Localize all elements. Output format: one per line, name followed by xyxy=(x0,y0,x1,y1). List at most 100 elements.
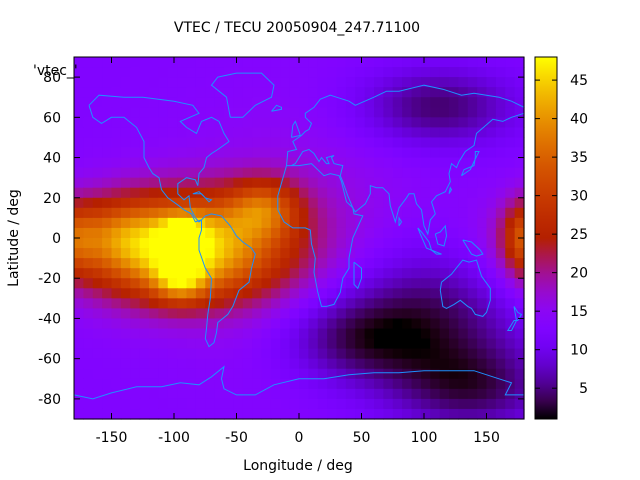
heatmap-cell xyxy=(270,147,281,159)
heatmap-cell xyxy=(139,308,150,320)
heatmap-cell xyxy=(336,338,347,350)
heatmap-cell xyxy=(120,328,131,340)
heatmap-cell xyxy=(439,207,450,219)
heatmap-cell xyxy=(92,348,103,360)
heatmap-cell xyxy=(195,217,206,229)
heatmap-cell xyxy=(364,187,375,199)
heatmap-cell xyxy=(130,378,141,390)
heatmap-cell xyxy=(364,217,375,229)
heatmap-cell xyxy=(477,227,488,239)
heatmap-cell xyxy=(449,57,459,68)
heatmap-cell xyxy=(514,338,525,350)
heatmap-cell xyxy=(430,77,441,88)
heatmap-cell xyxy=(477,217,488,229)
heatmap-cell xyxy=(392,147,403,159)
heatmap-cell xyxy=(261,268,272,279)
heatmap-cell xyxy=(327,157,338,169)
heatmap-cell xyxy=(327,358,338,370)
heatmap-cell xyxy=(374,217,384,229)
heatmap-cell xyxy=(261,368,272,380)
heatmap-cell xyxy=(439,107,450,118)
heatmap-cell xyxy=(233,137,244,149)
heatmap-cell xyxy=(402,197,413,209)
heatmap-cell xyxy=(233,248,244,259)
heatmap-cell xyxy=(477,318,488,330)
heatmap-cell xyxy=(383,278,394,289)
heatmap-cell xyxy=(92,177,103,189)
coastline xyxy=(462,239,484,257)
heatmap-cell xyxy=(120,137,131,149)
x-tick-label: -150 xyxy=(96,430,128,446)
heatmap-cell xyxy=(495,157,506,169)
heatmap-cell xyxy=(233,217,244,229)
heatmap-cell xyxy=(195,318,206,330)
heatmap-cell xyxy=(280,67,291,78)
coastline xyxy=(431,249,442,255)
heatmap-cell xyxy=(317,187,328,199)
heatmap-cell xyxy=(186,358,197,370)
heatmap-cell xyxy=(392,388,403,400)
heatmap-cell xyxy=(355,197,366,209)
heatmap-cell xyxy=(308,368,319,380)
heatmap-cell xyxy=(158,127,169,139)
heatmap-cell xyxy=(383,87,394,98)
heatmap-cell xyxy=(467,197,478,209)
heatmap-cell xyxy=(158,217,169,229)
heatmap-cell xyxy=(477,147,488,159)
heatmap-cell xyxy=(130,388,141,400)
heatmap-cell xyxy=(449,358,459,370)
heatmap-cell xyxy=(242,308,253,320)
heatmap-cell xyxy=(233,167,244,179)
heatmap-cell xyxy=(120,147,131,159)
heatmap-cell xyxy=(514,328,525,340)
heatmap-cell xyxy=(83,117,94,128)
heatmap-cell xyxy=(383,137,394,149)
heatmap-cell xyxy=(195,248,206,259)
heatmap-cell xyxy=(374,177,384,189)
heatmap-cell xyxy=(252,258,263,269)
heatmap-cell xyxy=(167,318,178,330)
heatmap-cell xyxy=(420,97,431,108)
heatmap-cell xyxy=(411,388,422,400)
heatmap-cell xyxy=(420,408,431,420)
heatmap-cell xyxy=(195,388,206,400)
heatmap-cell xyxy=(449,187,459,199)
heatmap-cell xyxy=(214,368,225,380)
heatmap-cell xyxy=(345,348,356,360)
heatmap-cell xyxy=(392,348,403,360)
heatmap-cell xyxy=(158,268,169,279)
heatmap-cell xyxy=(149,378,159,390)
heatmap-cell xyxy=(308,348,319,360)
heatmap-cell xyxy=(420,318,431,330)
heatmap-cell xyxy=(430,197,441,209)
heatmap-cell xyxy=(486,388,497,400)
heatmap-cell xyxy=(439,408,450,420)
heatmap-cell xyxy=(477,338,488,350)
heatmap-cell xyxy=(327,57,338,68)
heatmap-cell xyxy=(289,67,300,78)
heatmap-cell xyxy=(149,187,159,199)
heatmap-cell xyxy=(270,187,281,199)
heatmap-cell xyxy=(402,358,413,370)
heatmap-cell xyxy=(364,167,375,179)
heatmap-cell xyxy=(514,398,525,410)
heatmap-cell xyxy=(374,137,384,149)
heatmap-cell xyxy=(355,318,366,330)
heatmap-cell xyxy=(327,177,338,189)
heatmap-cell xyxy=(130,77,141,88)
heatmap-cell xyxy=(167,408,178,420)
heatmap-cell xyxy=(514,117,525,128)
heatmap-cell xyxy=(364,388,375,400)
heatmap-cell xyxy=(308,298,319,309)
heatmap-cell xyxy=(224,278,234,289)
heatmap-cell xyxy=(505,147,516,159)
heatmap-cell xyxy=(505,77,516,88)
heatmap-cell xyxy=(420,308,431,320)
heatmap-cell xyxy=(495,127,506,139)
y-tick-label: -80 xyxy=(38,392,61,408)
heatmap-cell xyxy=(505,388,516,400)
heatmap-cell xyxy=(280,278,291,289)
heatmap-cell xyxy=(74,308,84,320)
heatmap-cell xyxy=(233,197,244,209)
